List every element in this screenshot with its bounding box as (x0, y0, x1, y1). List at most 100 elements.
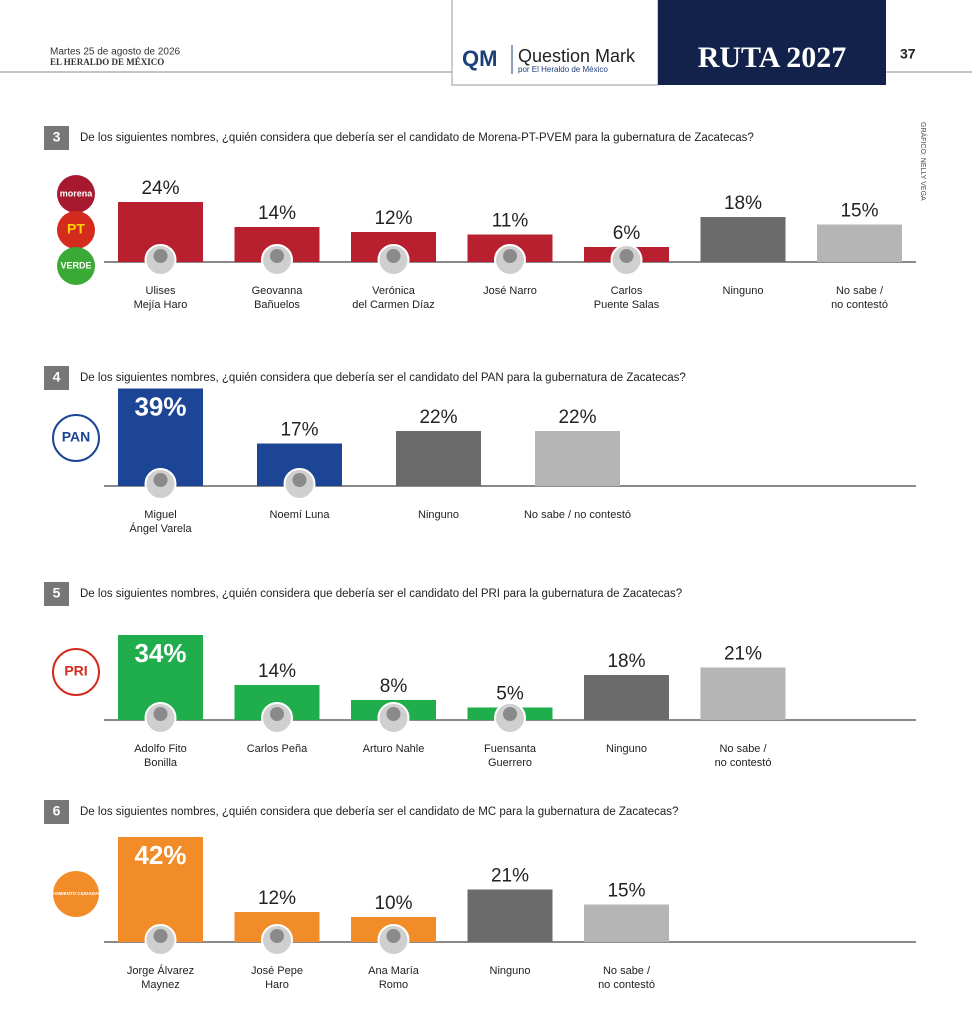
category-label: Jorge Álvarez Maynez (126, 965, 195, 991)
date: Martes 25 de agosto de 2026 (50, 47, 181, 58)
category-label: Noemí Luna (269, 509, 330, 521)
candidate-face (270, 929, 284, 943)
question-number: 3 (53, 129, 61, 145)
credit: GRÁFICO: NELLY VEGA (919, 122, 928, 201)
value-label: 14% (258, 203, 296, 224)
value-label: 12% (258, 888, 296, 909)
number-box (44, 800, 69, 824)
bar (396, 431, 481, 486)
bar (584, 904, 669, 942)
question-number: 5 (53, 585, 61, 601)
bar (467, 889, 553, 942)
value-label: 21% (491, 866, 529, 887)
party-logo (57, 211, 95, 249)
bar (584, 675, 669, 720)
candidate-face (503, 707, 517, 721)
category-label: Fuensanta Guerrero (484, 743, 536, 769)
paper: EL HERALDO DE MÉXICO (50, 57, 164, 67)
category-label: José Pepe Haro (251, 965, 303, 991)
party-logo-text: MOVIMIENTO CIUDADANO (47, 891, 105, 896)
category-label: Arturo Nahle (362, 743, 425, 755)
bar (700, 217, 786, 262)
candidate-face (270, 249, 284, 263)
category-label: Ninguno (722, 285, 764, 297)
value-label: 18% (607, 651, 645, 672)
section-box (658, 0, 886, 85)
question: De los siguientes nombres, ¿quién consid… (80, 588, 682, 600)
number-box (44, 366, 69, 390)
value-label: 8% (380, 676, 408, 697)
qm-logo: QM (462, 46, 497, 71)
category-label: Geovanna Bañuelos (251, 285, 303, 311)
section: RUTA 2027 (698, 41, 847, 74)
question: De los siguientes nombres, ¿quién consid… (80, 132, 754, 144)
candidate-face (619, 249, 634, 263)
candidate-face (270, 707, 284, 721)
candidate-face (153, 707, 168, 721)
qm-box (451, 0, 659, 86)
candidate-face (153, 929, 168, 943)
category-label: Carlos Peña (246, 743, 308, 755)
value-label: 10% (374, 893, 412, 914)
party-logo (53, 871, 99, 917)
bar (700, 667, 786, 720)
value-label: 14% (258, 661, 296, 682)
number-box (44, 582, 69, 606)
value-label: 6% (613, 223, 641, 244)
category-label: No sabe / no contestó (598, 965, 655, 991)
party-logo (57, 175, 95, 213)
qm-name: Question Mark (518, 46, 636, 66)
category-label: Adolfo Fito Bonilla (134, 743, 187, 769)
category-label: No sabe / no contestó (831, 285, 888, 311)
value-label: 22% (558, 407, 596, 428)
candidate-face (386, 929, 401, 943)
candidate-face (386, 249, 401, 263)
candidate-face (153, 249, 168, 263)
bar (535, 431, 620, 486)
value-label: 42% (134, 840, 186, 870)
category-label: José Narro (483, 285, 537, 297)
party-logo (52, 414, 100, 462)
value-label: 34% (134, 638, 186, 668)
category-label: Carlos Puente Salas (593, 285, 660, 311)
page-number: 37 (900, 46, 916, 62)
value-label: 11% (492, 211, 529, 232)
party-logo-text: VERDE (60, 260, 91, 270)
value-label: 15% (840, 201, 878, 222)
candidate-face (503, 249, 517, 263)
value-label: 24% (141, 178, 179, 199)
value-label: 12% (374, 208, 412, 229)
value-label: 21% (724, 644, 762, 665)
party-logo-text: morena (60, 188, 94, 198)
bar (817, 224, 902, 262)
category-label: Verónica del Carmen Díaz (352, 285, 435, 311)
party-logo (52, 648, 100, 696)
candidate-face (153, 473, 168, 487)
value-label: 22% (419, 407, 457, 428)
category-label: No sabe / no contestó (714, 743, 772, 769)
category-label: Ninguno (606, 743, 647, 755)
value-label: 18% (724, 193, 762, 214)
party-logo-text: PT (67, 221, 85, 237)
candidate-face (292, 473, 307, 487)
category-label: Ulises Mejía Haro (133, 285, 188, 311)
category-label: No sabe / no contestó (523, 509, 631, 521)
candidate-face (386, 707, 401, 721)
value-label: 15% (607, 881, 645, 902)
qm-sub: por El Heraldo de México (518, 65, 608, 74)
question-number: 6 (53, 803, 61, 819)
category-label: Miguel Ángel Varela (129, 509, 192, 535)
party-logo (57, 247, 95, 285)
number-box (44, 126, 69, 150)
party-logo-text: PRI (64, 663, 87, 679)
category-label: Ninguno (489, 965, 531, 977)
category-label: Ninguno (418, 509, 459, 521)
question: De los siguientes nombres, ¿quién consid… (80, 372, 686, 384)
value-label: 5% (496, 684, 524, 705)
value-label: 39% (134, 391, 186, 421)
question: De los siguientes nombres, ¿quién consid… (80, 806, 678, 818)
party-logo-text: PAN (62, 429, 91, 445)
category-label: Ana María Romo (368, 965, 419, 991)
